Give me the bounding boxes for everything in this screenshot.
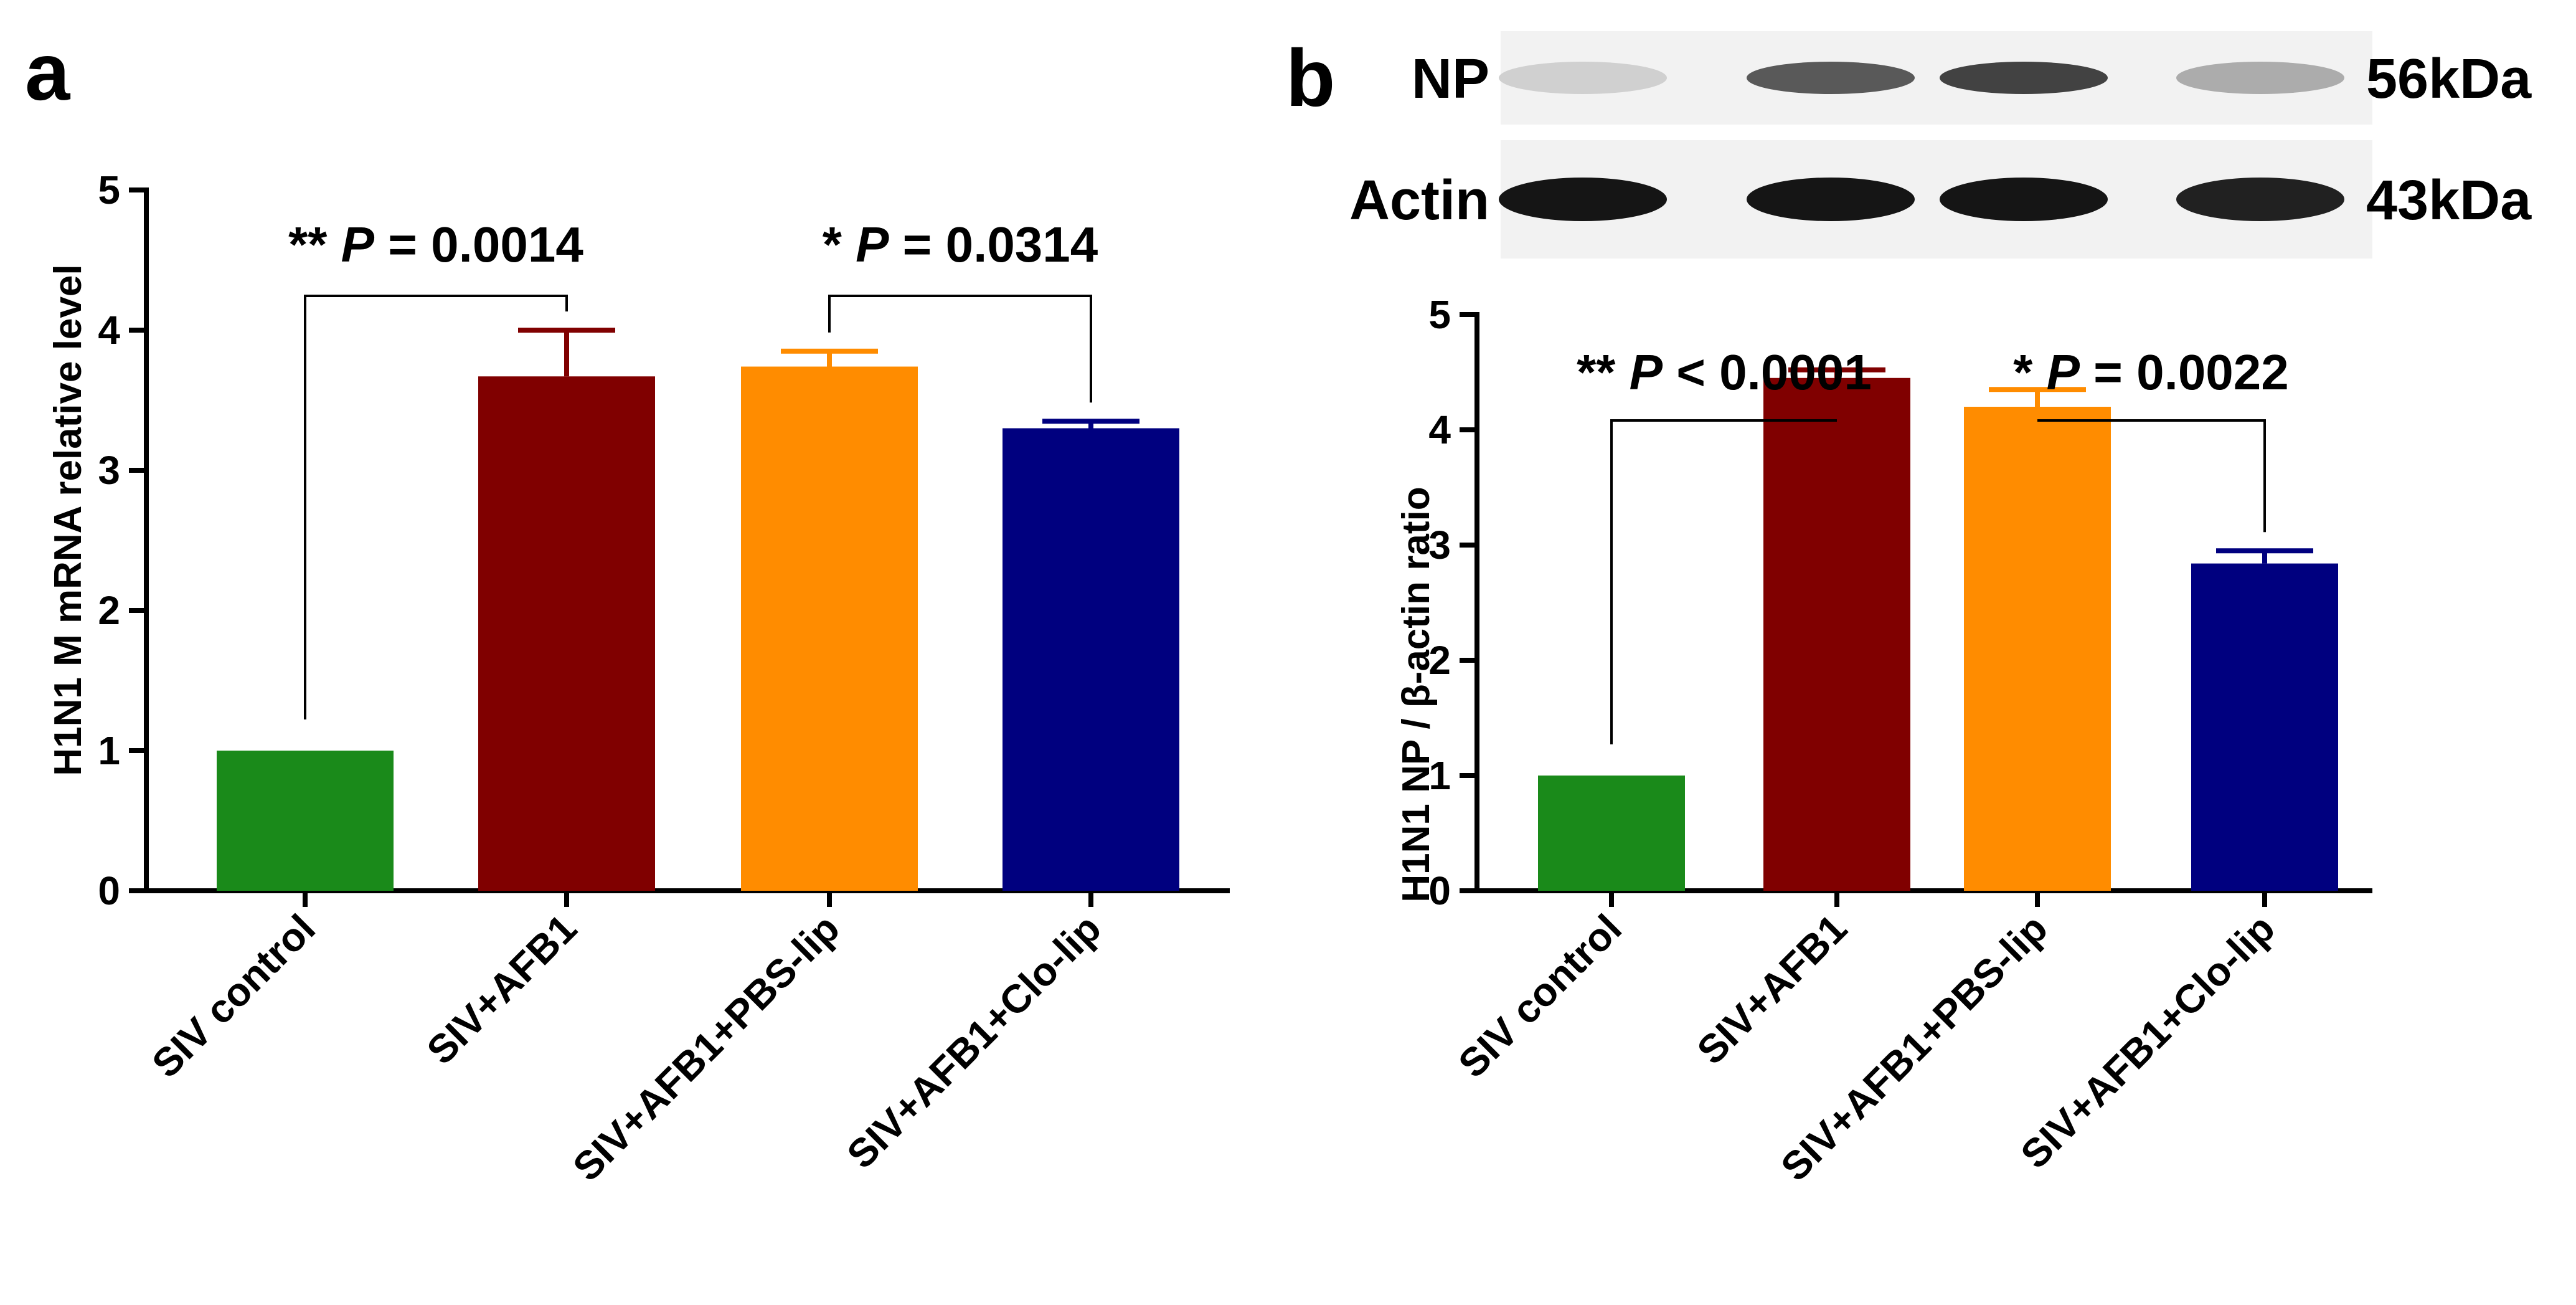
p-symbol: P [1630, 344, 1663, 400]
y-tick-label: 3 [98, 448, 120, 493]
blot-band [2176, 178, 2344, 221]
significance-bracket [2037, 419, 2266, 533]
significance-label: ** P < 0.0001 [1577, 344, 1872, 400]
significance-label: * P = 0.0022 [2013, 344, 2289, 400]
y-tick-label: 1 [1428, 753, 1451, 798]
panel-b-y-axis-label: H1N1 NP / β-actin ratio [1395, 486, 1438, 902]
y-tick-label: 4 [98, 308, 120, 353]
bar [1538, 776, 1685, 891]
y-tick-label: 5 [1428, 292, 1451, 337]
significance-stars: ** [1577, 344, 1630, 400]
blot-band [1499, 62, 1667, 94]
y-tick-label: 2 [1428, 638, 1451, 683]
panel-b-letter: b [1286, 32, 1335, 123]
bar [217, 751, 394, 891]
p-symbol: P [341, 217, 375, 272]
y-tick-label: 0 [1428, 868, 1451, 913]
bar [1964, 407, 2111, 891]
p-symbol: P [856, 217, 889, 272]
blot-band [1747, 62, 1915, 94]
significance-stars: * [823, 217, 856, 272]
bar [1003, 428, 1179, 891]
significance-bracket [304, 295, 568, 719]
significance-label: ** P = 0.0014 [288, 217, 583, 272]
blot-band [1499, 178, 1667, 221]
bar [1763, 377, 1910, 891]
y-tick-label: 5 [98, 168, 120, 212]
significance-bracket [828, 295, 1092, 403]
y-tick-label: 3 [1428, 523, 1451, 567]
blot-band [1940, 62, 2108, 94]
p-value: = 0.0014 [374, 217, 583, 272]
western-blot: NP 56kDa Actin 43kDa [1349, 31, 2532, 259]
significance-bracket [1610, 419, 1837, 744]
p-symbol: P [2047, 344, 2080, 400]
blot-protein-label: Actin [1349, 169, 1489, 232]
bar [741, 366, 918, 891]
panel-a-y-axis-label: H1N1 M mRNA relative level [47, 264, 90, 776]
blot-band [1747, 178, 1915, 221]
y-tick-label: 1 [98, 728, 120, 773]
y-tick-label: 2 [98, 588, 120, 633]
y-tick-label: 4 [1428, 407, 1451, 452]
y-tick-label: 0 [98, 868, 120, 913]
blot-band [1940, 178, 2108, 221]
significance-label: * P = 0.0314 [823, 217, 1098, 272]
blot-band [2176, 62, 2344, 94]
bar [478, 376, 655, 891]
significance-stars: * [2013, 344, 2046, 400]
bar [2191, 563, 2338, 891]
significance-stars: ** [288, 217, 341, 272]
p-value: = 0.0022 [2080, 344, 2289, 400]
p-value: = 0.0314 [889, 217, 1098, 272]
blot-protein-label: NP [1412, 48, 1489, 110]
p-value: < 0.0001 [1663, 344, 1872, 400]
panel-a-letter: a [25, 26, 71, 117]
panel-b: b NP 56kDa Actin 43kDa H1N1 NP / β-actin ra… [1286, 31, 2532, 1190]
blot-size-label: 43kDa [2366, 169, 2532, 232]
blot-size-label: 56kDa [2366, 48, 2532, 110]
